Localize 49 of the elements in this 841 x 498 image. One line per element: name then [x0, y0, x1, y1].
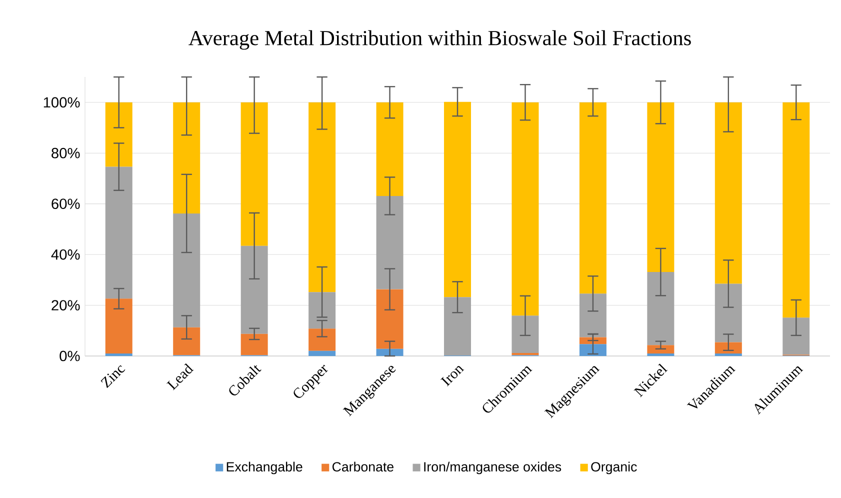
bar [444, 102, 472, 298]
bar [240, 246, 268, 334]
y-tick-label: 40% [51, 249, 80, 260]
bar [647, 353, 674, 356]
bar [647, 272, 674, 346]
bar [308, 328, 336, 351]
y-tick-label: 60% [52, 198, 80, 209]
bar [647, 345, 674, 354]
bar [647, 102, 674, 272]
y-tick-label: 0% [60, 350, 80, 362]
bar [714, 342, 742, 354]
bar [240, 102, 268, 246]
x-tick-label: Iron [440, 366, 464, 386]
bar [512, 102, 539, 316]
bar [579, 344, 606, 356]
bar [714, 353, 742, 356]
legend-label: Carbonate [332, 462, 394, 472]
legend-label: Iron/manganese oxides [424, 462, 562, 474]
bar [714, 284, 742, 342]
bar [782, 102, 810, 318]
bar [308, 292, 336, 329]
bar [105, 166, 132, 299]
bar [782, 318, 810, 355]
bar [105, 298, 132, 354]
bar [240, 334, 268, 356]
y-tick-label: 80% [52, 148, 80, 158]
bar [512, 316, 539, 353]
y-tick-label: 100% [44, 97, 80, 108]
bar [308, 350, 336, 356]
x-tick-label: Zinc [100, 365, 126, 388]
bar [579, 102, 606, 294]
bar [376, 196, 404, 290]
bar [105, 102, 132, 167]
bar [376, 289, 404, 349]
bar [308, 102, 336, 292]
bar [173, 102, 200, 214]
bar [376, 348, 404, 356]
bar [105, 353, 132, 356]
bar [444, 297, 472, 356]
legend-label: Exchangable [226, 462, 302, 474]
chart-title: Average Metal Distribution within Bioswale Soil Fractions [188, 30, 691, 50]
bar [173, 327, 200, 356]
bar [579, 294, 606, 338]
bar [714, 102, 742, 284]
y-tick-label: 20% [52, 300, 80, 310]
bar [173, 213, 200, 328]
bar [579, 337, 606, 344]
legend-label: Organic [591, 462, 637, 474]
bar [376, 102, 404, 196]
